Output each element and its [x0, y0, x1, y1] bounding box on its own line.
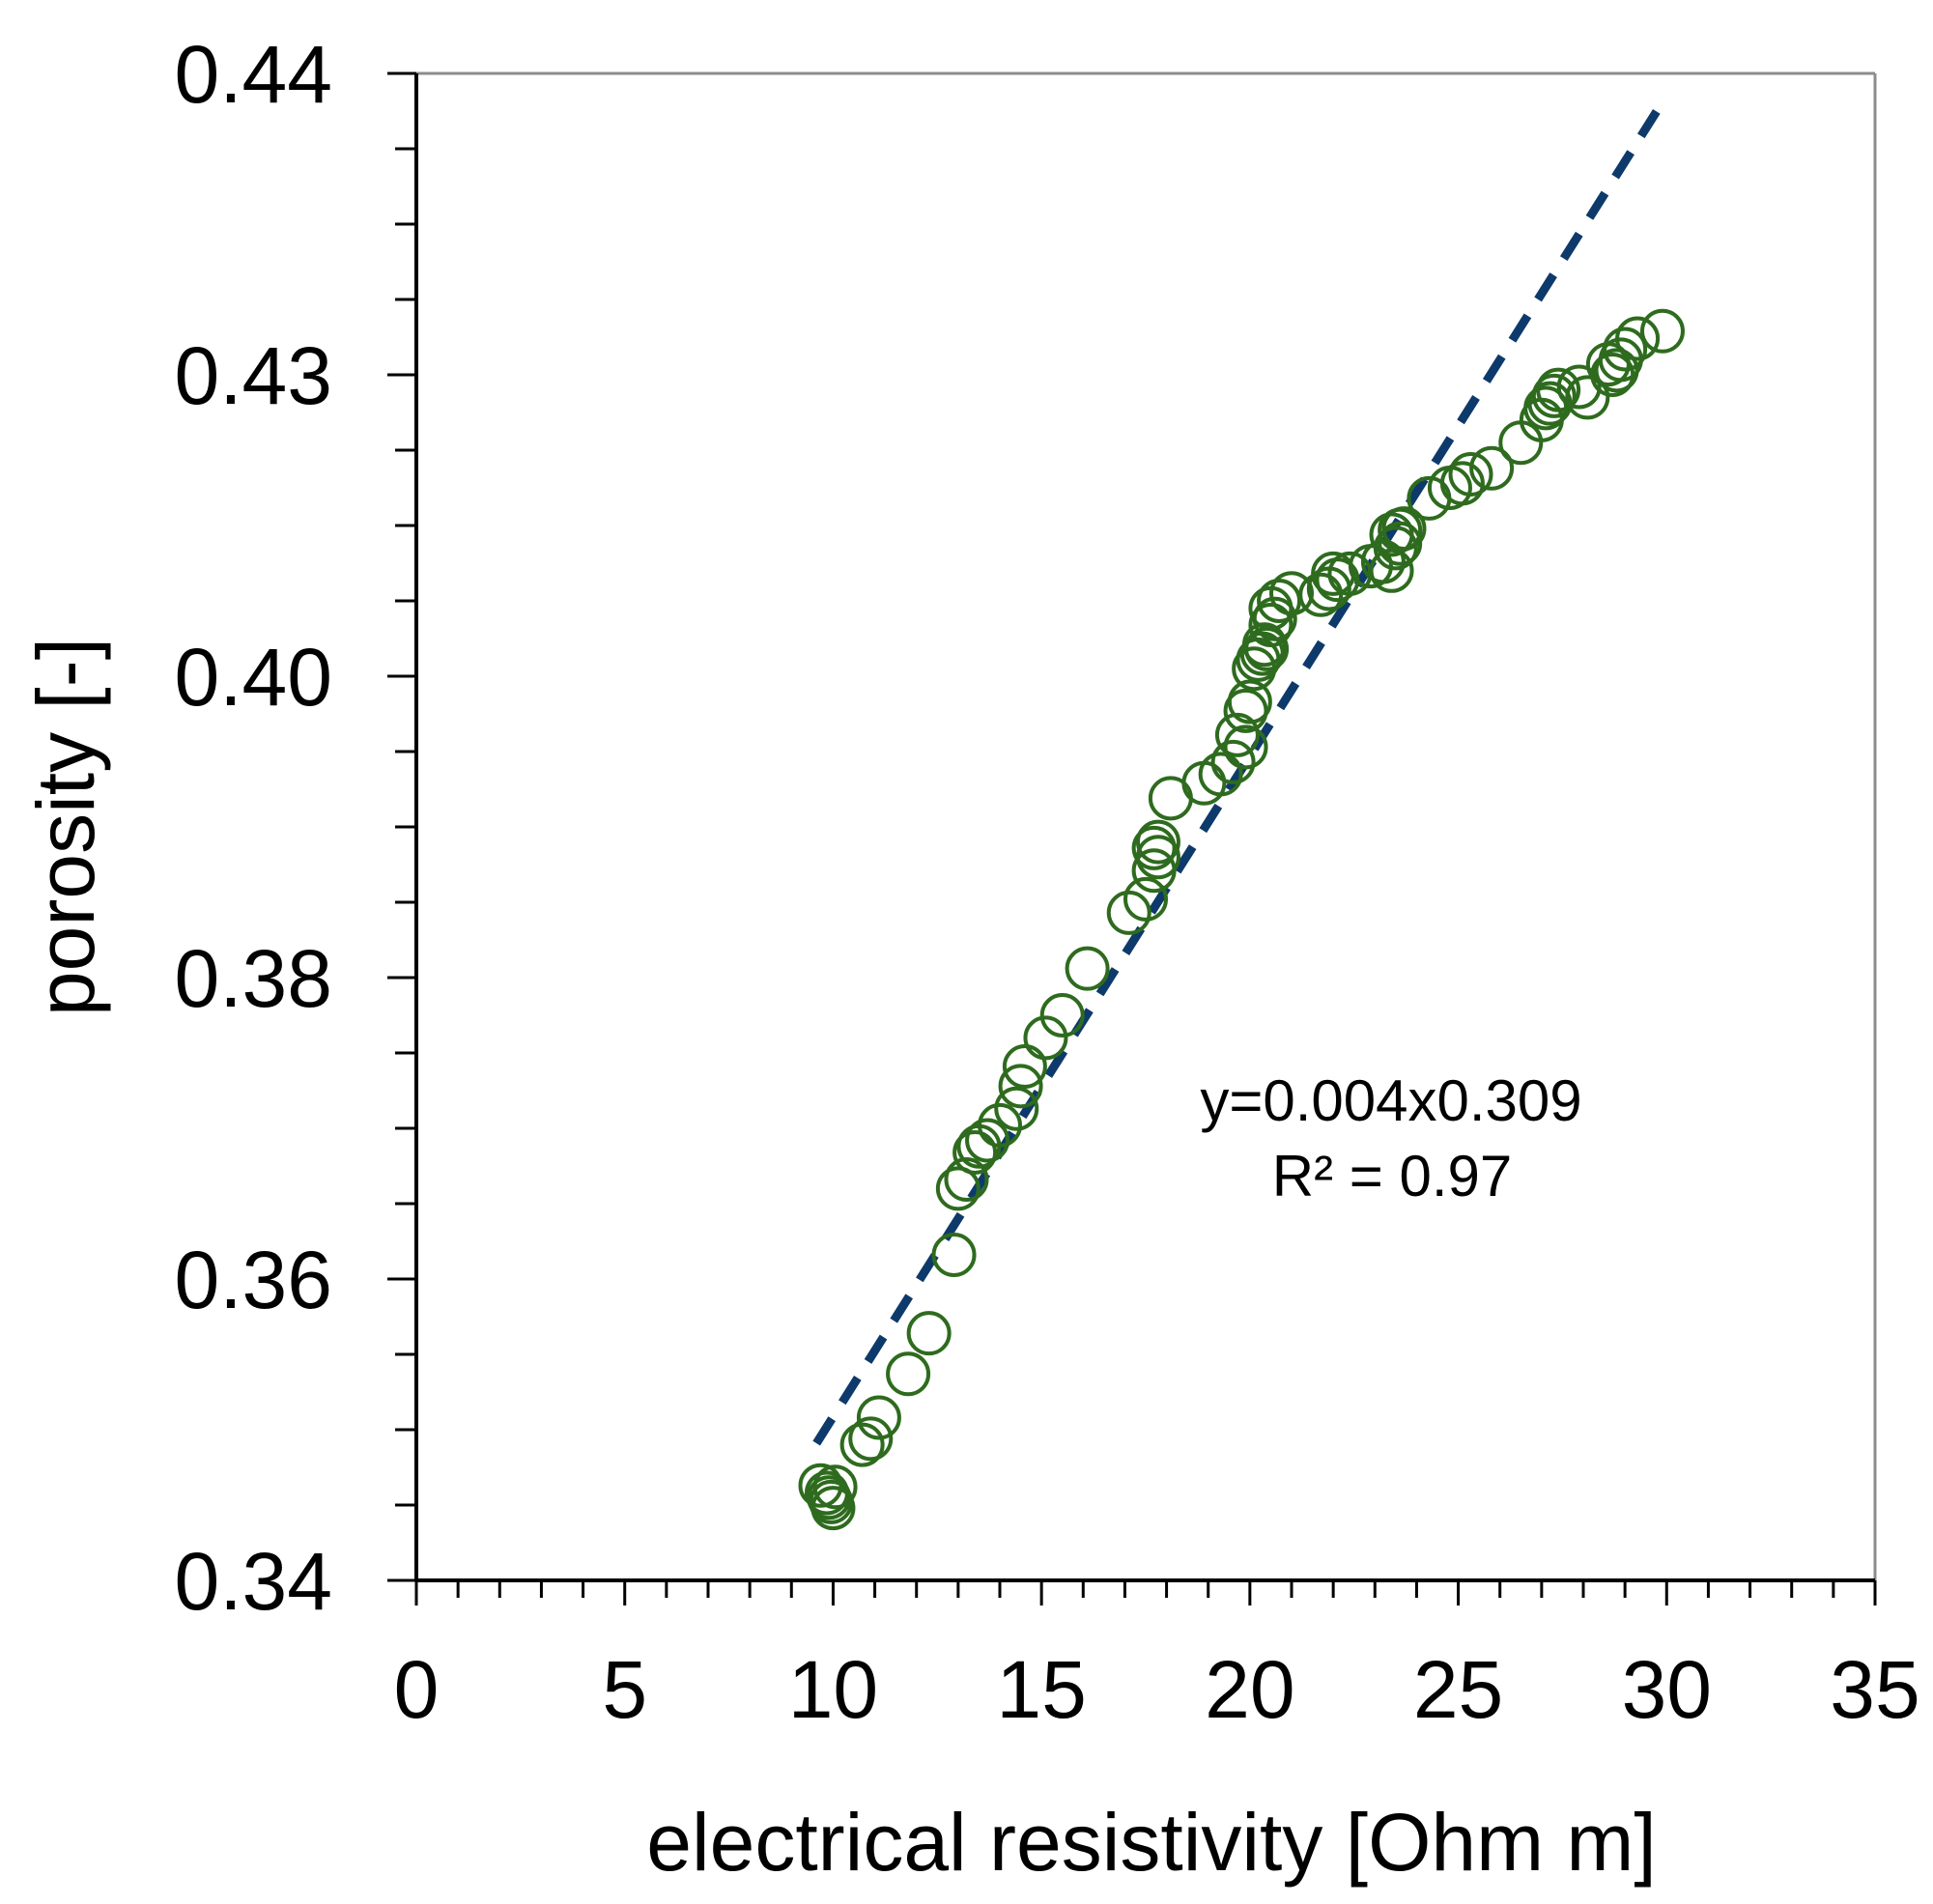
- data-point: [952, 1129, 998, 1175]
- data-point: [1241, 622, 1287, 668]
- data-point: [1469, 445, 1515, 491]
- x-tick-label: 20: [1205, 1644, 1294, 1735]
- data-point: [1131, 825, 1177, 870]
- data-point: [1556, 364, 1602, 410]
- data-point: [935, 1166, 981, 1211]
- x-axis-title: electrical resistivity [Ohm m]: [646, 1797, 1657, 1888]
- data-point: [1298, 572, 1344, 617]
- data-point: [978, 1102, 1022, 1148]
- y-tick-label: 0.43: [175, 330, 333, 421]
- y-tick-label: 0.44: [175, 29, 333, 120]
- data-point: [1065, 946, 1110, 991]
- data-point: [1257, 579, 1302, 623]
- y-tick-label: 0.40: [175, 632, 333, 723]
- x-tick-label: 15: [996, 1644, 1086, 1735]
- x-tick-label: 35: [1830, 1644, 1919, 1735]
- y-tick-label: 0.36: [175, 1235, 333, 1325]
- data-point: [1448, 451, 1493, 497]
- x-tick-label: 0: [394, 1644, 440, 1735]
- y-tick-labels: 0.34 0.36 0.38 0.40 0.43 0.44: [175, 29, 333, 1627]
- data-point: [1639, 308, 1685, 354]
- data-points: [798, 308, 1685, 1531]
- data-point: [944, 1157, 989, 1203]
- data-point: [1106, 890, 1151, 935]
- data-point: [965, 1118, 1010, 1163]
- data-point: [1269, 571, 1314, 616]
- data-point: [886, 1351, 931, 1397]
- y-tick-label: 0.34: [175, 1536, 333, 1627]
- data-point: [1536, 367, 1581, 412]
- data-point: [1039, 993, 1085, 1037]
- data-point: [1214, 712, 1260, 757]
- data-point: [1248, 602, 1293, 647]
- data-point: [1123, 876, 1168, 922]
- x-tick-label: 10: [788, 1644, 878, 1735]
- data-point: [848, 1416, 894, 1462]
- data-point: [810, 1486, 856, 1531]
- data-point: [1002, 1044, 1047, 1090]
- data-point: [1531, 373, 1577, 418]
- r-squared-label: R² = 0.97: [1272, 1144, 1512, 1208]
- axis-ticks: [387, 71, 1877, 1606]
- data-point: [1223, 688, 1268, 733]
- data-point: [1603, 327, 1648, 372]
- data-point: [994, 1086, 1039, 1131]
- x-tick-label: 5: [602, 1644, 647, 1735]
- data-point: [1198, 752, 1243, 797]
- y-tick-label: 0.38: [175, 933, 333, 1024]
- data-point: [839, 1422, 885, 1467]
- x-tick-label: 25: [1413, 1644, 1503, 1735]
- x-tick-labels: 0 5 10 15 20 25 30 35: [394, 1644, 1920, 1735]
- data-point: [1135, 819, 1180, 865]
- fit-equation-label: y=0.004x0.309: [1200, 1068, 1581, 1133]
- data-point: [1615, 316, 1661, 361]
- data-point: [1223, 725, 1268, 770]
- data-point: [1210, 739, 1256, 784]
- data-point: [906, 1311, 952, 1356]
- data-point: [812, 1464, 858, 1510]
- data-point: [1565, 375, 1610, 420]
- data-point: [1439, 461, 1485, 506]
- data-point: [931, 1233, 977, 1278]
- data-point: [856, 1395, 901, 1440]
- y-axis-title: porosity [-]: [20, 638, 111, 1016]
- data-point: [1378, 507, 1423, 553]
- data-point: [1023, 1015, 1068, 1061]
- x-tick-label: 30: [1622, 1644, 1712, 1735]
- data-point: [998, 1064, 1043, 1109]
